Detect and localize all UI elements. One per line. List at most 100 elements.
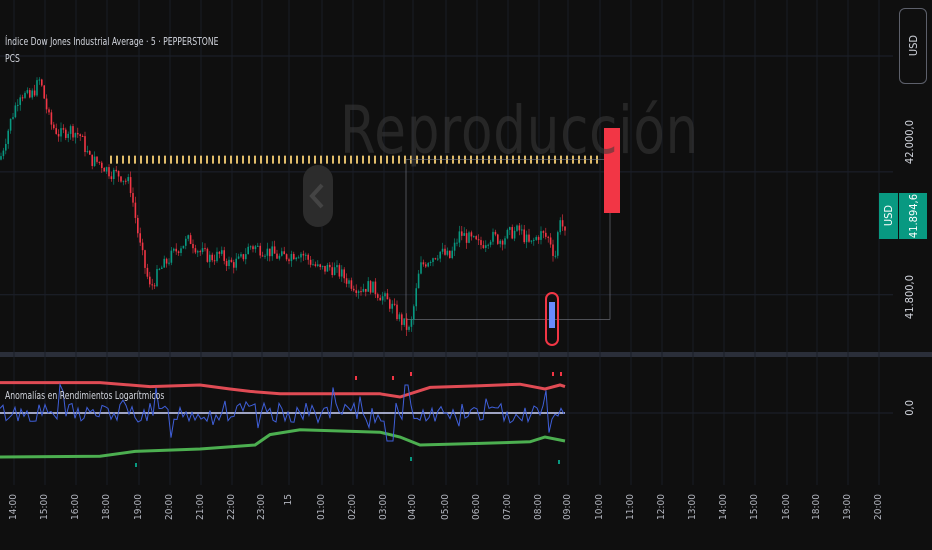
dotted-tick xyxy=(374,155,376,164)
time-label: 20:00 xyxy=(164,494,175,520)
dotted-tick xyxy=(344,155,346,164)
candle-body xyxy=(199,251,201,253)
dotted-tick xyxy=(260,155,262,164)
candle-body xyxy=(540,231,542,240)
time-label: 16:00 xyxy=(70,494,81,520)
range-box xyxy=(405,128,620,320)
time-label: 23:00 xyxy=(256,494,267,520)
candle-body xyxy=(463,233,465,236)
candle-body xyxy=(283,251,285,255)
candle-body xyxy=(173,248,175,251)
candle-body xyxy=(458,231,461,243)
dotted-tick xyxy=(242,155,244,164)
candle-body xyxy=(249,246,252,248)
candle-body xyxy=(2,150,5,157)
candle-body xyxy=(415,288,417,307)
candle-body xyxy=(449,250,451,259)
dotted-tick xyxy=(188,155,190,164)
candle-body xyxy=(439,251,441,259)
candle-body xyxy=(230,259,233,263)
candle-body xyxy=(151,284,153,286)
dotted-tick xyxy=(194,155,196,164)
dotted-tick xyxy=(224,155,226,164)
candle-body xyxy=(177,251,180,253)
candle-body xyxy=(218,251,221,254)
candle-body xyxy=(434,258,437,260)
time-label: 09:00 xyxy=(562,494,573,520)
candle-body xyxy=(288,259,290,262)
candle-body xyxy=(444,248,446,255)
time-label: 15 xyxy=(283,494,294,506)
candle-body xyxy=(518,225,521,231)
dotted-tick xyxy=(146,155,148,164)
candle-body xyxy=(36,80,38,96)
candle-body xyxy=(542,231,545,233)
candle-body xyxy=(297,257,300,259)
candle-body xyxy=(149,276,151,285)
last-price-tag: 41.894,6 xyxy=(899,193,927,239)
candle-body xyxy=(309,259,312,265)
candle-body xyxy=(468,232,470,243)
candle-body xyxy=(482,245,485,248)
dotted-tick xyxy=(380,155,382,164)
dotted-tick xyxy=(308,155,310,164)
candle-body xyxy=(79,134,81,136)
time-label: 02:00 xyxy=(347,494,358,520)
watermark-arrow-icon xyxy=(309,183,324,209)
candle-body xyxy=(43,85,45,99)
candle-body xyxy=(379,297,381,301)
candle-body xyxy=(425,264,427,267)
candle-body xyxy=(206,248,209,262)
candle-body xyxy=(156,269,158,287)
currency-button[interactable]: USD xyxy=(899,8,927,84)
candle-body xyxy=(65,129,67,138)
candle-body xyxy=(269,248,271,257)
candle-body xyxy=(134,202,137,218)
candle-body xyxy=(271,246,273,257)
candle-body xyxy=(122,180,125,182)
replay-marker-icon xyxy=(545,292,559,346)
candle-body xyxy=(72,126,74,138)
candle-body xyxy=(317,264,319,266)
candle-body xyxy=(48,109,50,113)
candle-body xyxy=(110,176,113,179)
candle-body xyxy=(146,267,149,277)
dotted-tick xyxy=(116,155,118,164)
candle-body xyxy=(422,262,425,265)
candle-body xyxy=(348,280,350,284)
candle-body xyxy=(384,293,386,297)
dotted-tick xyxy=(182,155,184,164)
candle-body xyxy=(211,254,213,261)
candle-body xyxy=(451,250,453,259)
indicator-lines xyxy=(0,381,566,459)
time-label: 16:00 xyxy=(781,494,792,520)
time-label: 08:00 xyxy=(533,494,544,520)
time-label: 15:00 xyxy=(749,494,760,520)
candle-body xyxy=(391,303,393,309)
candle-body xyxy=(216,251,218,262)
candle-body xyxy=(324,265,326,272)
candle-body xyxy=(559,220,561,233)
dotted-tick xyxy=(230,155,232,164)
pcs-label: PCS xyxy=(5,52,20,65)
candle-body xyxy=(331,267,333,275)
candle-body xyxy=(362,288,365,292)
candle-body xyxy=(62,128,65,130)
dotted-tick xyxy=(296,155,298,164)
time-label: 15:00 xyxy=(39,494,50,520)
candle-body xyxy=(307,254,309,260)
candle-body xyxy=(228,259,230,266)
candle-body xyxy=(341,269,343,277)
candle-body xyxy=(233,262,235,268)
price-label-41800: 41.800,0 xyxy=(903,275,916,320)
candle-body xyxy=(264,255,266,257)
candle-body xyxy=(93,156,96,166)
candle-body xyxy=(108,167,110,177)
indicator-title: Anomalías en Rendimientos Logarítmicos xyxy=(5,389,165,402)
dotted-tick xyxy=(266,155,268,164)
candle-body xyxy=(259,245,261,256)
time-label: 05:00 xyxy=(440,494,451,520)
candle-body xyxy=(117,170,120,177)
candle-body xyxy=(497,234,499,244)
